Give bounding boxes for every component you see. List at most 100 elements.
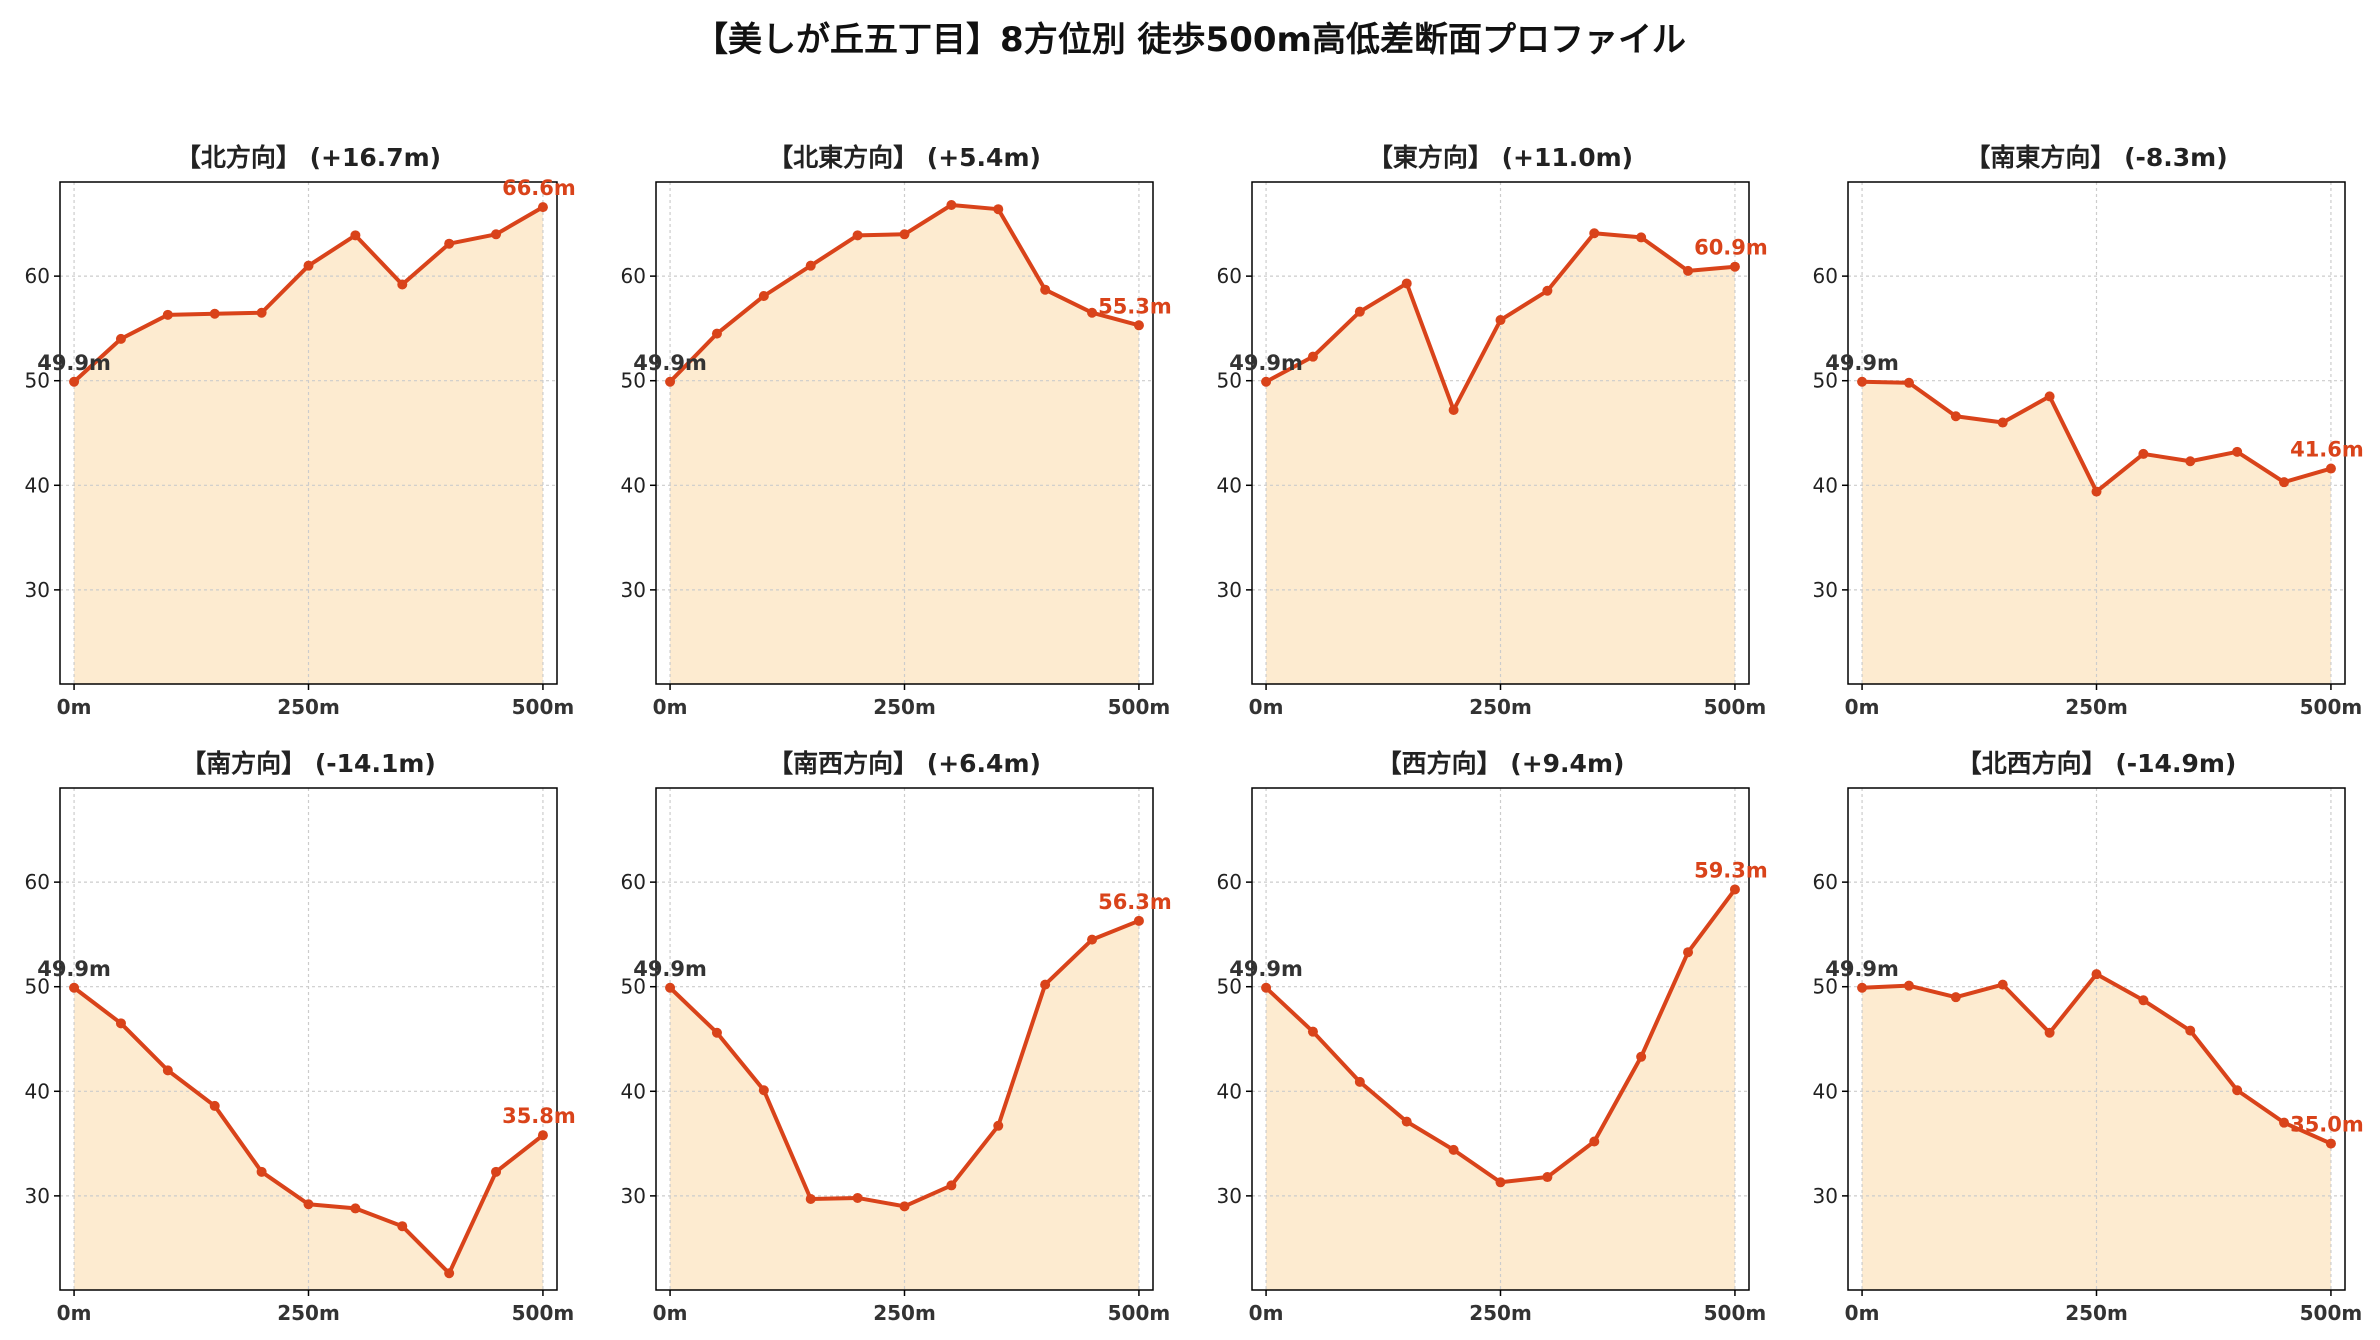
- data-point: [1903, 980, 1914, 991]
- end-elevation-label: 59.3m: [1694, 858, 1768, 882]
- data-point: [350, 1203, 361, 1214]
- data-point: [303, 260, 314, 271]
- chart-title: 【南東方向】 (-8.3m): [1965, 143, 2227, 172]
- data-point: [1087, 934, 1098, 945]
- data-point: [1495, 315, 1506, 326]
- x-tick-label: 250m: [2065, 695, 2128, 719]
- x-tick-label: 500m: [2300, 695, 2363, 719]
- data-point: [1542, 285, 1553, 296]
- data-point: [115, 1018, 126, 1029]
- data-point: [1261, 982, 1272, 993]
- x-tick-label: 500m: [512, 1301, 575, 1325]
- x-tick-label: 500m: [1108, 695, 1171, 719]
- data-point: [2044, 391, 2055, 402]
- x-tick-label: 250m: [873, 1301, 936, 1325]
- end-elevation-label: 60.9m: [1694, 236, 1768, 260]
- data-point: [805, 1194, 816, 1205]
- data-point: [946, 200, 957, 211]
- data-point: [2232, 446, 2243, 457]
- data-point: [1636, 232, 1647, 243]
- data-point: [1683, 265, 1694, 276]
- data-point: [2138, 995, 2149, 1006]
- data-point: [444, 1268, 455, 1279]
- x-tick-label: 500m: [512, 695, 575, 719]
- y-tick-label: 40: [25, 473, 50, 497]
- data-point: [491, 229, 502, 240]
- data-point: [1040, 284, 1051, 295]
- y-tick-label: 60: [1217, 870, 1242, 894]
- data-point: [491, 1166, 502, 1177]
- start-elevation-label: 49.9m: [1229, 351, 1303, 375]
- elevation-area: [1266, 889, 1735, 1290]
- end-elevation-label: 55.3m: [1098, 294, 1172, 318]
- data-point: [1448, 404, 1459, 415]
- elevation-area: [670, 920, 1139, 1290]
- data-point: [69, 376, 80, 387]
- data-point: [1040, 979, 1051, 990]
- x-tick-label: 250m: [873, 695, 936, 719]
- data-point: [2325, 463, 2336, 474]
- data-point: [1950, 411, 1961, 422]
- data-point: [537, 202, 548, 213]
- x-tick-label: 0m: [57, 1301, 92, 1325]
- y-tick-label: 60: [25, 264, 50, 288]
- y-tick-label: 40: [1217, 1079, 1242, 1103]
- y-tick-label: 50: [1217, 975, 1242, 999]
- data-point: [1729, 884, 1740, 895]
- x-tick-label: 500m: [2300, 1301, 2363, 1325]
- data-point: [1542, 1172, 1553, 1183]
- chart-panel-7: 【北西方向】 (-14.9m) 30 40 50 60 0m 250m 500m 49.9m 35…: [1813, 749, 2364, 1325]
- x-tick-label: 0m: [653, 1301, 688, 1325]
- start-elevation-label: 49.9m: [633, 351, 707, 375]
- data-point: [711, 328, 722, 339]
- chart-panel-4: 【南方向】 (-14.1m) 30 40 50 60 0m 250m 500m 49.9m 35.…: [25, 749, 576, 1325]
- data-point: [852, 1192, 863, 1203]
- y-tick-label: 60: [25, 870, 50, 894]
- data-point: [162, 309, 173, 320]
- chart-title: 【南方向】 (-14.1m): [181, 749, 436, 778]
- data-point: [1683, 947, 1694, 958]
- x-tick-label: 0m: [1845, 1301, 1880, 1325]
- data-point: [115, 333, 126, 344]
- y-tick-label: 50: [25, 975, 50, 999]
- y-tick-label: 50: [621, 975, 646, 999]
- data-point: [758, 1085, 769, 1096]
- y-tick-label: 30: [1813, 1184, 1838, 1208]
- data-point: [350, 230, 361, 241]
- x-tick-label: 0m: [1845, 695, 1880, 719]
- data-point: [1903, 377, 1914, 388]
- x-tick-label: 0m: [1249, 1301, 1284, 1325]
- x-tick-label: 0m: [57, 695, 92, 719]
- data-point: [1729, 261, 1740, 272]
- x-tick-label: 0m: [653, 695, 688, 719]
- data-point: [993, 204, 1004, 215]
- chart-title: 【東方向】 (+11.0m): [1368, 143, 1633, 172]
- data-point: [2138, 448, 2149, 459]
- y-tick-label: 50: [25, 369, 50, 393]
- data-point: [665, 376, 676, 387]
- data-point: [2091, 486, 2102, 497]
- y-tick-label: 60: [1217, 264, 1242, 288]
- start-elevation-label: 49.9m: [1825, 351, 1899, 375]
- start-elevation-label: 49.9m: [37, 957, 111, 981]
- start-elevation-label: 49.9m: [1825, 957, 1899, 981]
- end-elevation-label: 66.6m: [502, 176, 576, 200]
- data-point: [1636, 1051, 1647, 1062]
- y-tick-label: 50: [1217, 369, 1242, 393]
- y-tick-label: 30: [621, 578, 646, 602]
- y-tick-label: 30: [1217, 1184, 1242, 1208]
- x-tick-label: 250m: [1469, 695, 1532, 719]
- elevation-area: [670, 205, 1139, 684]
- end-elevation-label: 35.0m: [2290, 1113, 2364, 1137]
- y-tick-label: 50: [1813, 975, 1838, 999]
- y-tick-label: 50: [1813, 369, 1838, 393]
- data-point: [1261, 376, 1272, 387]
- data-point: [758, 290, 769, 301]
- y-tick-label: 40: [621, 473, 646, 497]
- data-point: [2279, 477, 2290, 488]
- data-point: [2232, 1085, 2243, 1096]
- y-tick-label: 40: [25, 1079, 50, 1103]
- y-tick-label: 40: [621, 1079, 646, 1103]
- data-point: [397, 1221, 408, 1232]
